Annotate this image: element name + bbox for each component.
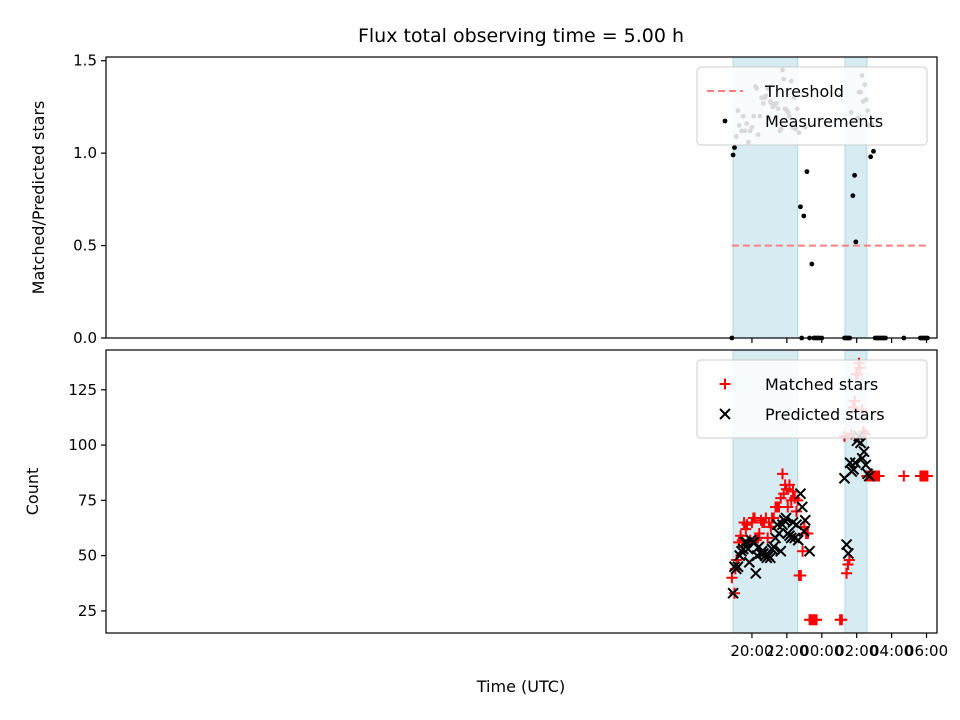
data-point — [847, 463, 860, 476]
data-point — [796, 501, 808, 513]
x-tick-label: 00:00 — [800, 642, 843, 660]
y-axis-label: Matched/Predicted stars — [29, 101, 48, 295]
legend-label: Measurements — [765, 112, 883, 131]
data-point — [732, 145, 737, 150]
data-point — [836, 614, 848, 626]
data-point — [783, 479, 795, 491]
y-tick-label: 1.5 — [73, 52, 97, 70]
y-tick-label: 50 — [78, 547, 97, 565]
plot-frame — [105, 349, 938, 634]
data-point — [776, 468, 788, 480]
data-point — [799, 514, 811, 526]
x-tick-label: 20:00 — [730, 642, 773, 660]
legend: Threshold Measurements — [696, 66, 928, 146]
data-point — [787, 486, 799, 497]
data-point — [804, 169, 810, 175]
data-point — [871, 148, 876, 154]
y-tick-label: 75 — [78, 491, 97, 509]
data-point — [730, 152, 736, 158]
ratio-panel: 0.0 0.5 1.0 1.5 Matched/Predicted stars Thres… — [29, 52, 938, 347]
data-point — [798, 204, 803, 210]
data-point — [856, 452, 868, 465]
y-tick-label: 0.5 — [73, 237, 97, 255]
data-point — [771, 518, 783, 531]
legend-swatch — [719, 378, 731, 390]
x-tick-label: 04:00 — [870, 642, 913, 660]
data-point — [841, 567, 853, 579]
y-tick-label: 25 — [78, 602, 97, 620]
data-point — [792, 534, 804, 546]
data-point — [764, 552, 776, 564]
data-point — [780, 512, 792, 524]
y-tick-label: 125 — [68, 381, 97, 399]
data-point — [850, 193, 856, 199]
data-point — [732, 560, 744, 573]
data-point — [795, 570, 807, 582]
data-point — [868, 154, 874, 160]
data-point — [797, 545, 809, 557]
data-point — [844, 457, 856, 469]
legend-box — [696, 66, 928, 146]
data-point — [843, 554, 855, 566]
data-point — [858, 445, 870, 458]
data-point — [860, 459, 872, 471]
data-point — [794, 488, 807, 500]
predicted-stars-series — [727, 430, 875, 599]
legend: Matched stars Predicted stars — [696, 359, 928, 439]
data-point — [785, 532, 797, 544]
y-tick-label: 0.0 — [73, 329, 97, 347]
data-point — [775, 545, 787, 557]
data-point — [727, 587, 739, 599]
data-point — [853, 239, 859, 245]
data-point — [852, 172, 857, 178]
data-point — [873, 470, 885, 482]
legend-box — [696, 359, 928, 439]
legend-swatch — [722, 118, 728, 124]
data-point — [790, 505, 802, 517]
data-point — [811, 614, 823, 626]
legend-label: Matched stars — [765, 375, 878, 394]
data-point — [773, 527, 785, 540]
data-point — [863, 470, 875, 482]
data-point — [762, 532, 774, 544]
data-point — [753, 528, 765, 540]
y-axis-label: Count — [23, 468, 42, 516]
data-point — [803, 545, 816, 557]
x-tick-label: 02:00 — [835, 642, 878, 660]
y-tick-label: 100 — [68, 436, 97, 454]
data-point — [801, 213, 807, 219]
data-point — [750, 567, 762, 580]
data-point — [782, 501, 794, 513]
data-point — [898, 470, 910, 482]
data-point — [840, 538, 853, 551]
x-tick-label: 06:00 — [905, 642, 948, 660]
plot-frame — [105, 56, 938, 339]
data-point — [802, 528, 814, 540]
legend-swatch — [719, 408, 731, 420]
data-point — [737, 543, 749, 555]
data-point — [849, 457, 862, 469]
data-point — [854, 437, 867, 449]
y-tick-label: 1.0 — [73, 144, 97, 162]
chart-title: Flux total observing time = 5.00 h — [358, 25, 684, 47]
data-point — [921, 470, 933, 482]
data-point — [842, 547, 855, 560]
x-axis-label: Time (UTC) — [476, 677, 565, 696]
x-tick-label: 22:00 — [765, 642, 808, 660]
data-point — [768, 541, 780, 553]
data-point — [798, 525, 810, 538]
data-point — [809, 261, 815, 267]
data-point — [741, 519, 753, 531]
data-point — [749, 512, 761, 524]
legend-label: Threshold — [764, 82, 844, 101]
legend-label: Predicted stars — [765, 405, 885, 424]
